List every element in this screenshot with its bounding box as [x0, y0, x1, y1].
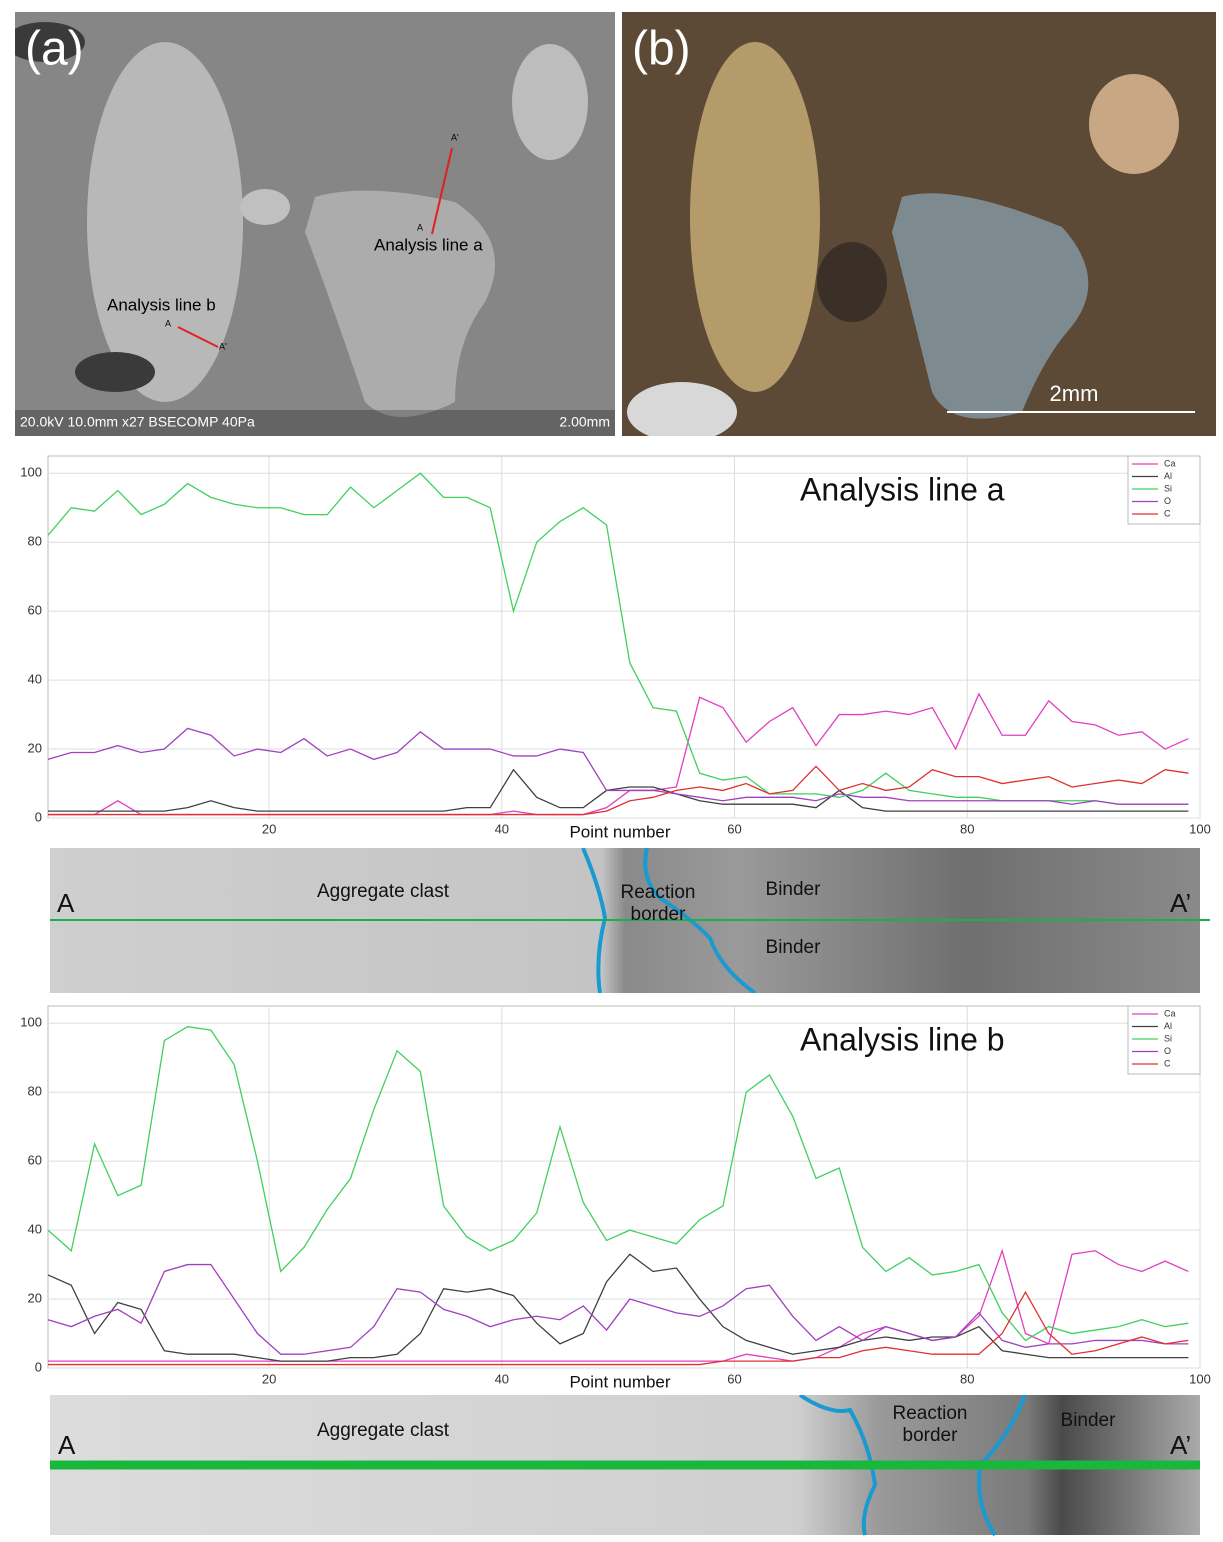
caption: 20.0kV 10.0mm x27 BSECOMP 40Pa — [20, 414, 255, 430]
y-tick-label: 0 — [35, 809, 42, 824]
panel-a: (a) Analysis line a Analysis line b A A'… — [15, 12, 615, 436]
legend-label: Ca — [1164, 1008, 1176, 1018]
y-tick-label: 60 — [28, 603, 42, 618]
strip-label: Binder — [766, 937, 822, 958]
legend-label: O — [1164, 1046, 1171, 1056]
x-tick-label: 80 — [960, 1371, 974, 1386]
y-tick-label: 100 — [20, 465, 42, 480]
strip-label: Reaction border — [603, 882, 713, 926]
strip-label: Aggregate clast — [317, 881, 450, 902]
x-tick-label: 100 — [1189, 1371, 1211, 1386]
legend-label: C — [1164, 1058, 1171, 1068]
x-tick-label: 20 — [262, 1371, 276, 1386]
line-chart: 0 20 40 60 80 100 20 40 60 80 100 Point number Analy… — [0, 450, 1223, 842]
line-chart: 0 20 40 60 80 100 20 40 60 80 100 Point number Analy… — [0, 1000, 1223, 1392]
y-tick-label: 40 — [28, 1222, 42, 1237]
x-tick-label: 100 — [1189, 821, 1211, 836]
y-tick-label: 60 — [28, 1153, 42, 1168]
plot-area — [48, 1006, 1200, 1368]
legend-label: Ca — [1164, 458, 1176, 468]
y-tick-label: 0 — [35, 1359, 42, 1374]
legend-label: Si — [1164, 1033, 1172, 1043]
line-label: Analysis line b — [107, 295, 216, 314]
legend-label: Al — [1164, 1021, 1172, 1031]
x-tick-label: 20 — [262, 821, 276, 836]
x-tick-label: 60 — [727, 1371, 741, 1386]
x-axis-label: Point number — [569, 822, 670, 841]
chart-title: Analysis line b — [800, 1021, 1005, 1057]
x-tick-label: 80 — [960, 821, 974, 836]
panel-label: (b) — [632, 23, 691, 76]
endpoint: A — [417, 222, 423, 232]
strip-label: Aggregate clast — [317, 1420, 450, 1441]
figure: (a) Analysis line a Analysis line b A A'… — [0, 0, 1223, 1542]
scale-label: 2.00mm — [559, 414, 610, 430]
y-tick-label: 80 — [28, 1084, 42, 1099]
plot-area — [48, 456, 1200, 818]
strip-label: Reaction border — [880, 1403, 980, 1447]
strip-start: A — [58, 1430, 76, 1460]
scale-label: 2mm — [1050, 381, 1099, 406]
x-tick-label: 60 — [727, 821, 741, 836]
strip-label: Binder — [1061, 1410, 1117, 1431]
line-label: Analysis line a — [374, 235, 483, 254]
endpoint: A' — [219, 341, 227, 351]
panel-label: (a) — [25, 23, 84, 76]
y-tick-label: 100 — [20, 1015, 42, 1030]
endpoint: A' — [451, 132, 459, 142]
y-tick-label: 20 — [28, 740, 42, 755]
strip-start: A — [57, 888, 75, 918]
panel-b: (b) 2mm — [622, 12, 1216, 436]
y-tick-label: 20 — [28, 1290, 42, 1305]
legend-label: Al — [1164, 471, 1172, 481]
x-tick-label: 40 — [495, 1371, 509, 1386]
y-tick-label: 80 — [28, 534, 42, 549]
x-axis-label: Point number — [569, 1372, 670, 1391]
strip-end: A’ — [1170, 888, 1191, 918]
legend-label: O — [1164, 496, 1171, 506]
x-tick-label: 40 — [495, 821, 509, 836]
chart-title: Analysis line a — [800, 471, 1005, 507]
legend-label: Si — [1164, 483, 1172, 493]
legend-label: C — [1164, 508, 1171, 518]
y-tick-label: 40 — [28, 672, 42, 687]
endpoint: A — [165, 318, 171, 328]
strip-end: A’ — [1170, 1430, 1191, 1460]
strip-b: A A’ Aggregate clast Binder — [0, 1395, 1223, 1540]
strip-label: Binder — [766, 879, 822, 900]
